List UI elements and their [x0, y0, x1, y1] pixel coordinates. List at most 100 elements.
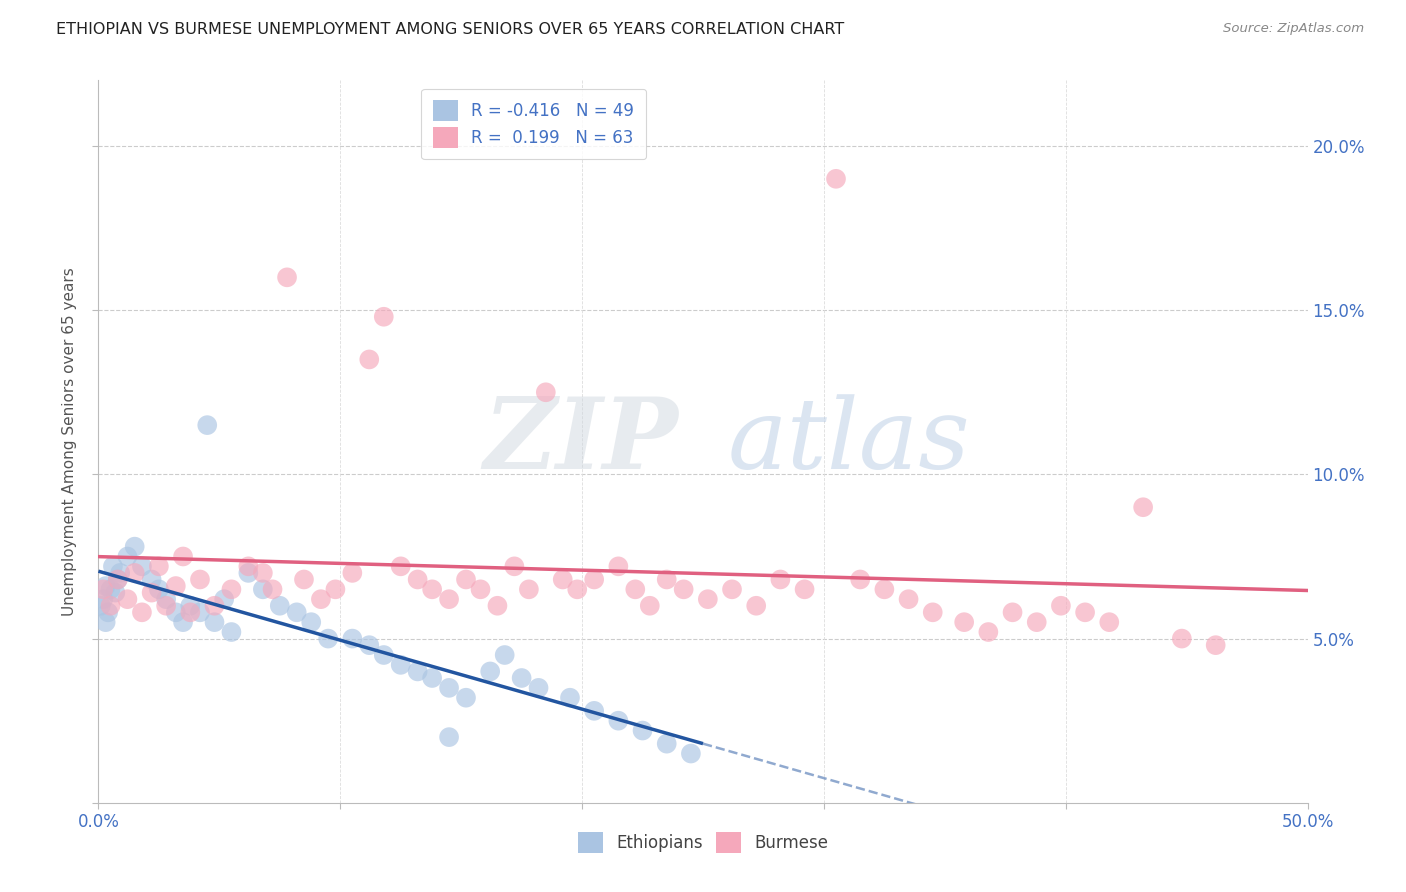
Point — [454, 573, 477, 587]
Point — [90, 599, 112, 613]
Point — [655, 737, 678, 751]
Point — [517, 582, 540, 597]
Point — [624, 582, 647, 597]
Point — [165, 579, 187, 593]
Point — [638, 599, 661, 613]
Point — [769, 573, 792, 587]
Point — [607, 714, 630, 728]
Point — [1074, 605, 1097, 619]
Point — [252, 566, 274, 580]
Point — [252, 582, 274, 597]
Point — [292, 573, 315, 587]
Point — [131, 559, 153, 574]
Point — [100, 582, 122, 597]
Point — [342, 566, 364, 580]
Point — [721, 582, 744, 597]
Point — [679, 747, 702, 761]
Point — [238, 566, 260, 580]
Point — [437, 592, 460, 607]
Point — [342, 632, 364, 646]
Point — [527, 681, 550, 695]
Point — [631, 723, 654, 738]
Y-axis label: Unemployment Among Seniors over 65 years: Unemployment Among Seniors over 65 years — [62, 268, 77, 615]
Point — [101, 559, 124, 574]
Point — [745, 599, 768, 613]
Point — [124, 566, 146, 580]
Point — [486, 599, 509, 613]
Point — [107, 573, 129, 587]
Point — [583, 573, 606, 587]
Point — [534, 385, 557, 400]
Point — [551, 573, 574, 587]
Point — [1171, 632, 1194, 646]
Point — [359, 352, 381, 367]
Point — [479, 665, 502, 679]
Point — [262, 582, 284, 597]
Point — [221, 582, 243, 597]
Point — [825, 171, 848, 186]
Point — [148, 559, 170, 574]
Point — [373, 648, 395, 662]
Point — [558, 690, 581, 705]
Point — [359, 638, 381, 652]
Point — [696, 592, 718, 607]
Point — [316, 632, 339, 646]
Point — [179, 605, 201, 619]
Point — [108, 566, 131, 580]
Point — [567, 582, 589, 597]
Point — [212, 592, 235, 607]
Point — [107, 573, 129, 587]
Point — [406, 573, 429, 587]
Point — [155, 599, 177, 613]
Point — [655, 573, 678, 587]
Point — [238, 559, 260, 574]
Point — [188, 605, 211, 619]
Point — [607, 559, 630, 574]
Point — [1001, 605, 1024, 619]
Point — [793, 582, 815, 597]
Point — [583, 704, 606, 718]
Point — [299, 615, 322, 630]
Point — [172, 615, 194, 630]
Point — [94, 579, 117, 593]
Point — [420, 582, 443, 597]
Point — [503, 559, 526, 574]
Point — [124, 540, 146, 554]
Point — [672, 582, 695, 597]
Point — [406, 665, 429, 679]
Point — [276, 270, 298, 285]
Point — [470, 582, 492, 597]
Point — [849, 573, 872, 587]
Point — [897, 592, 920, 607]
Point — [510, 671, 533, 685]
Point — [141, 585, 163, 599]
Point — [1205, 638, 1227, 652]
Text: ETHIOPIAN VS BURMESE UNEMPLOYMENT AMONG SENIORS OVER 65 YEARS CORRELATION CHART: ETHIOPIAN VS BURMESE UNEMPLOYMENT AMONG … — [56, 22, 845, 37]
Point — [195, 418, 218, 433]
Point — [91, 592, 114, 607]
Legend: Ethiopians, Burmese: Ethiopians, Burmese — [571, 826, 835, 860]
Point — [389, 559, 412, 574]
Point — [155, 592, 177, 607]
Point — [285, 605, 308, 619]
Point — [437, 730, 460, 744]
Point — [188, 573, 211, 587]
Point — [204, 615, 226, 630]
Point — [179, 599, 201, 613]
Point — [1050, 599, 1073, 613]
Point — [204, 599, 226, 613]
Point — [494, 648, 516, 662]
Point — [269, 599, 291, 613]
Point — [165, 605, 187, 619]
Point — [141, 573, 163, 587]
Text: atlas: atlas — [727, 394, 970, 489]
Point — [389, 657, 412, 672]
Point — [221, 625, 243, 640]
Point — [91, 582, 114, 597]
Text: Source: ZipAtlas.com: Source: ZipAtlas.com — [1223, 22, 1364, 36]
Point — [420, 671, 443, 685]
Point — [953, 615, 976, 630]
Point — [117, 592, 139, 607]
Text: ZIP: ZIP — [484, 393, 679, 490]
Point — [100, 599, 122, 613]
